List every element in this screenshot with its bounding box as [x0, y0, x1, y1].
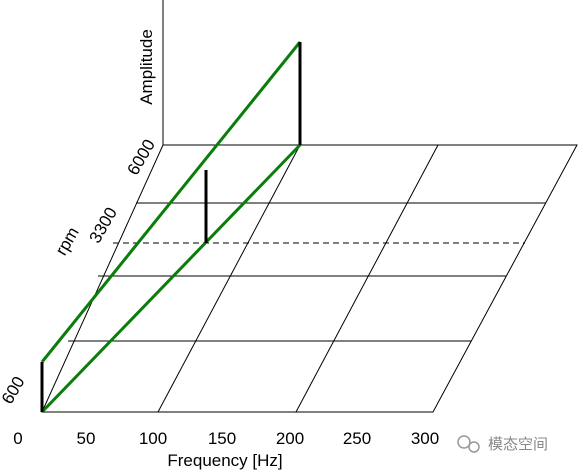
watermark-icon [468, 441, 480, 453]
z-axis-label: Amplitude [137, 29, 156, 105]
x-tick-label: 100 [139, 429, 167, 448]
y-tick-label: 3300 [86, 204, 121, 246]
amplitude-trace [40, 41, 302, 363]
order-lines [40, 41, 302, 414]
x-axis-label: Frequency [Hz] [167, 451, 282, 470]
floor-grid [41, 0, 578, 413]
x-tick-label: 300 [411, 429, 439, 448]
floor [41, 144, 578, 413]
grid-line [295, 144, 439, 413]
x-tick-label: 150 [208, 429, 236, 448]
x-tick-label: 0 [13, 429, 22, 448]
x-tick-label: 200 [276, 429, 304, 448]
y-tick-label: 600 [0, 373, 29, 407]
watermark-icon [457, 435, 471, 449]
grid-line [157, 144, 301, 413]
watermark-text: 模态空间 [488, 435, 548, 453]
x-tick-label: 50 [77, 429, 96, 448]
x-tick-label: 250 [343, 429, 371, 448]
y-axis-label: rpm [52, 224, 83, 259]
y-tick-label: 6000 [124, 136, 159, 178]
floor-trace [40, 143, 302, 414]
watermark: 模态空间 [457, 435, 548, 453]
